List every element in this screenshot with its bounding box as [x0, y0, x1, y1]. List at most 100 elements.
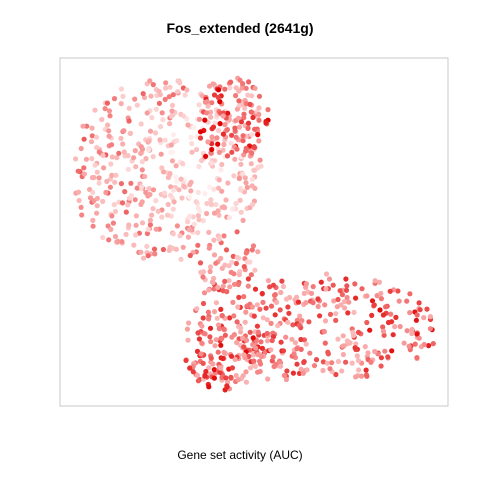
scatter-point: [190, 369, 196, 375]
scatter-point: [243, 180, 249, 186]
scatter-point: [326, 276, 333, 282]
scatter-point: [409, 330, 415, 337]
scatter-point: [369, 312, 375, 318]
scatter-point: [268, 347, 274, 353]
scatter-point: [308, 290, 315, 296]
scatter-point: [125, 202, 131, 208]
scatter-point: [222, 122, 228, 128]
scatter-point: [278, 363, 284, 369]
scatter-point: [254, 302, 260, 308]
scatter-point: [132, 197, 138, 203]
scatter-point: [427, 314, 433, 320]
scatter-point: [325, 349, 331, 355]
scatter-point: [252, 126, 258, 132]
scatter-point: [248, 161, 254, 167]
scatter-point: [215, 127, 222, 134]
scatter-point: [111, 96, 118, 102]
scatter-point: [294, 361, 300, 367]
scatter-point: [210, 361, 216, 367]
scatter-point: [166, 247, 172, 253]
scatter-point: [178, 176, 184, 182]
scatter-point: [90, 189, 96, 195]
scatter-point: [285, 319, 291, 325]
scatter-point: [177, 233, 183, 239]
scatter-point: [168, 113, 174, 119]
scatter-point: [381, 332, 387, 338]
scatter-point: [270, 282, 277, 288]
scatter-point: [162, 96, 168, 102]
scatter-point: [109, 172, 115, 178]
scatter-point: [221, 233, 227, 239]
scatter-point: [252, 85, 258, 91]
scatter-point: [211, 92, 218, 98]
scatter-point: [143, 189, 149, 196]
scatter-point: [331, 298, 337, 304]
scatter-point: [329, 360, 335, 366]
scatter-point: [364, 319, 370, 326]
scatter-point: [133, 222, 139, 228]
scatter-point: [198, 269, 204, 275]
scatter-point: [121, 128, 127, 134]
scatter-point: [202, 117, 208, 123]
scatter-point: [383, 304, 389, 310]
scatter-point: [251, 167, 257, 173]
scatter-point: [406, 343, 412, 349]
scatter-point: [189, 141, 195, 147]
scatter-point: [195, 189, 201, 195]
scatter-point: [159, 110, 165, 116]
scatter-point: [228, 79, 234, 85]
scatter-point: [100, 152, 106, 159]
scatter-point: [157, 137, 163, 143]
scatter-point: [173, 163, 179, 169]
scatter-point: [255, 329, 261, 335]
scatter-point: [222, 278, 228, 284]
scatter-point: [96, 180, 102, 186]
scatter-point: [369, 298, 376, 304]
scatter-point: [236, 88, 242, 94]
scatter-point: [255, 352, 261, 358]
scatter-point: [189, 149, 195, 155]
scatter-point: [224, 384, 230, 390]
scatter-point: [229, 365, 235, 371]
scatter-point: [103, 189, 109, 196]
scatter-point: [138, 249, 144, 255]
scatter-point: [138, 150, 144, 156]
scatter-point: [128, 193, 134, 199]
scatter-point: [243, 379, 249, 385]
scatter-point: [245, 283, 251, 289]
scatter-point: [147, 217, 153, 223]
scatter-point: [87, 195, 94, 201]
scatter-point: [219, 374, 225, 380]
scatter-point: [283, 334, 289, 340]
scatter-point: [330, 282, 336, 288]
scatter-point: [107, 113, 113, 119]
scatter-point: [353, 374, 359, 380]
scatter-point: [231, 173, 237, 179]
scatter-point: [133, 232, 139, 238]
scatter-point: [278, 339, 284, 345]
scatter-point: [222, 332, 228, 338]
scatter-point: [232, 356, 238, 362]
scatter-point: [131, 155, 137, 161]
scatter-point: [170, 206, 176, 212]
scatter-point: [147, 78, 153, 84]
scatter-point: [200, 274, 206, 280]
scatter-point: [241, 115, 247, 121]
scatter-point: [195, 378, 201, 384]
scatter-point: [396, 298, 402, 304]
scatter-point: [295, 299, 302, 305]
scatter-point: [174, 138, 180, 144]
scatter-point: [120, 93, 126, 99]
scatter-point: [250, 352, 256, 358]
scatter-point: [298, 366, 304, 372]
scatter-point: [181, 113, 187, 119]
scatter-point: [213, 337, 219, 343]
scatter-point: [388, 311, 394, 317]
scatter-point: [89, 175, 95, 181]
scatter-point: [235, 115, 241, 121]
scatter-point: [205, 309, 211, 315]
scatter-point: [340, 351, 346, 358]
scatter-point: [215, 349, 221, 355]
scatter-point: [298, 346, 304, 352]
scatter-point: [188, 188, 194, 194]
